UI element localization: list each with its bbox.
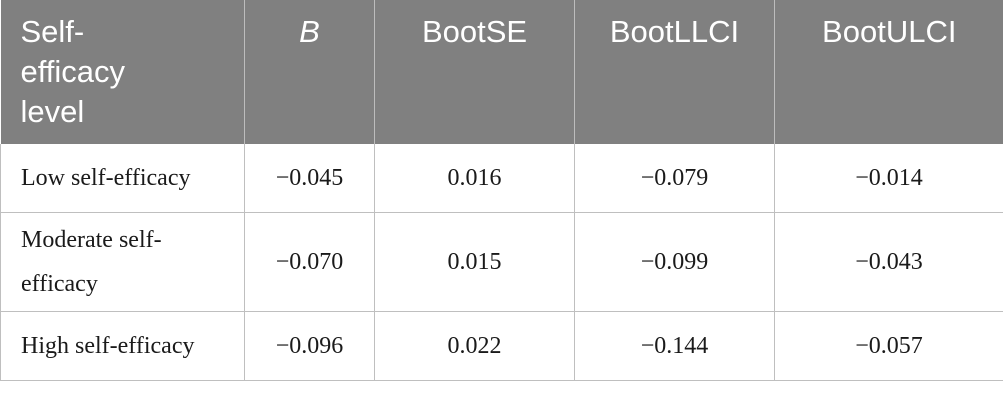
header-b: B <box>244 0 375 144</box>
cell-bootulci: −0.014 <box>774 144 1003 213</box>
header-self-efficacy-level: Self-efficacy level <box>0 0 245 144</box>
results-table: Self-efficacy level B BootSE BootLLCI Bo… <box>0 0 1003 381</box>
cell-bootllci: −0.144 <box>574 311 775 381</box>
cell-bootulci: −0.057 <box>774 311 1003 381</box>
cell-bootse: 0.016 <box>374 144 575 213</box>
row-label: Low self-efficacy <box>0 144 245 213</box>
table-row: Low self-efficacy −0.045 0.016 −0.079 −0… <box>0 144 1003 213</box>
row-label: Moderate self-efficacy <box>0 212 245 312</box>
cell-b: −0.070 <box>244 212 375 312</box>
header-bootulci: BootULCI <box>774 0 1003 144</box>
row-label: High self-efficacy <box>0 311 245 381</box>
cell-bootse: 0.015 <box>374 212 575 312</box>
header-bootllci: BootLLCI <box>574 0 775 144</box>
cell-bootse: 0.022 <box>374 311 575 381</box>
header-bootse: BootSE <box>374 0 575 144</box>
cell-b: −0.045 <box>244 144 375 213</box>
table-header: Self-efficacy level B BootSE BootLLCI Bo… <box>0 0 1003 144</box>
table-body: Low self-efficacy −0.045 0.016 −0.079 −0… <box>0 144 1003 381</box>
header-row: Self-efficacy level B BootSE BootLLCI Bo… <box>0 0 1003 144</box>
cell-bootulci: −0.043 <box>774 212 1003 312</box>
table-row: Moderate self-efficacy −0.070 0.015 −0.0… <box>0 212 1003 312</box>
cell-b: −0.096 <box>244 311 375 381</box>
table-row: High self-efficacy −0.096 0.022 −0.144 −… <box>0 311 1003 381</box>
cell-bootllci: −0.079 <box>574 144 775 213</box>
cell-bootllci: −0.099 <box>574 212 775 312</box>
